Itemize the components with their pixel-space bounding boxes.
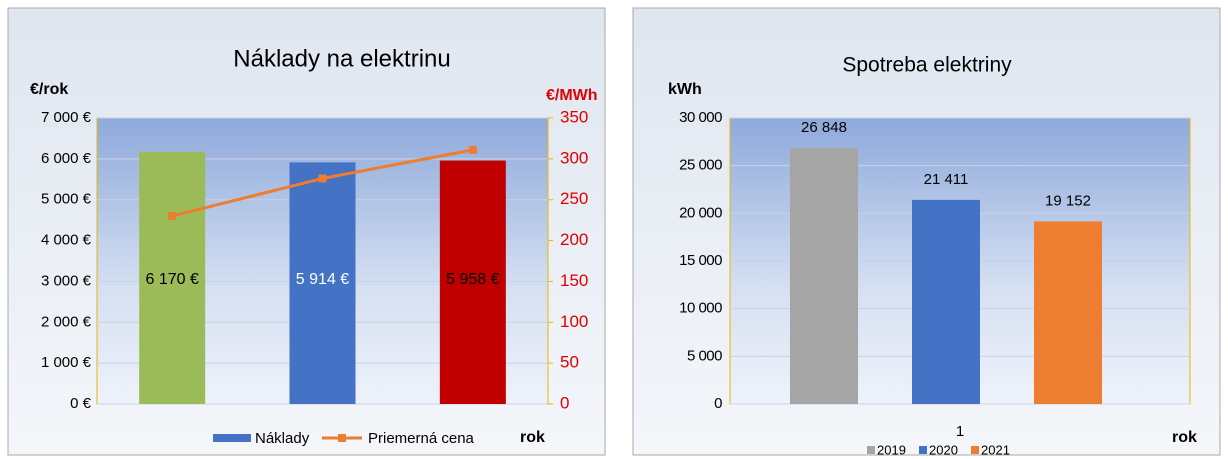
x-axis-label: rok: [520, 429, 545, 446]
y-tick-label: 6 000 €: [41, 150, 92, 167]
y-tick-label: 5 000 €: [41, 191, 92, 208]
y-tick-label: 1 000 €: [41, 354, 92, 371]
y-tick-label: 0: [714, 395, 722, 412]
y-tick-label: 20 000: [679, 204, 722, 221]
marker: [168, 212, 177, 221]
y2-tick-label: 100: [560, 312, 588, 331]
marker: [468, 145, 477, 154]
chart-title: Spotreba elektriny: [842, 54, 1012, 77]
y-tick-label: 25 000: [679, 157, 722, 174]
data-label: 21 411: [924, 171, 969, 188]
y-tick-label: 3 000 €: [41, 272, 92, 289]
legend-swatch: [919, 446, 927, 454]
bar: [139, 151, 206, 404]
marker: [318, 174, 327, 183]
y2-tick-label: 200: [560, 230, 588, 249]
y2-tick-label: 150: [560, 271, 588, 290]
y-tick-label: 2 000 €: [41, 313, 92, 330]
y-axis-label: €/rok: [30, 81, 68, 98]
legend-label: 2020: [929, 442, 958, 457]
legend-swatch: [867, 446, 875, 454]
y-tick-label: 0 €: [70, 395, 92, 412]
y2-axis-label: €/MWh: [546, 87, 598, 104]
x-axis-label: rok: [1172, 429, 1197, 446]
y-tick-label: 15 000: [679, 252, 722, 269]
y-tick-label: 7 000 €: [41, 109, 92, 126]
y-tick-label: 4 000 €: [41, 232, 92, 249]
data-label: 5 958 €: [446, 271, 499, 288]
y-tick-label: 5 000: [687, 347, 722, 364]
data-label: 5 914 €: [296, 271, 349, 288]
bar: [912, 199, 980, 404]
data-label: 6 170 €: [145, 271, 198, 288]
legend-label: 2019: [877, 442, 906, 457]
bar: [1034, 221, 1102, 404]
chart-title: Náklady na elektrinu: [233, 45, 450, 72]
y2-tick-label: 300: [560, 148, 588, 167]
legend-swatch: [338, 434, 346, 442]
y2-tick-label: 50: [560, 353, 579, 372]
legend-label: 2021: [981, 442, 1010, 457]
data-label: 26 848: [801, 119, 847, 136]
legend-label: Náklady: [255, 430, 310, 447]
y-axis-label: kWh: [668, 81, 702, 98]
bar: [289, 162, 356, 404]
legend-label: Priemerná cena: [368, 430, 475, 447]
y2-tick-label: 250: [560, 189, 588, 208]
y2-tick-label: 0: [560, 393, 569, 412]
y-tick-label: 10 000: [679, 300, 722, 317]
y2-tick-label: 350: [560, 107, 588, 126]
data-label: 19 152: [1045, 192, 1091, 209]
legend-swatch: [213, 434, 251, 442]
bar: [790, 148, 858, 404]
y-tick-label: 30 000: [679, 109, 722, 126]
bar: [439, 160, 506, 404]
x-tick-label: 1: [956, 423, 964, 440]
legend-swatch: [971, 446, 979, 454]
